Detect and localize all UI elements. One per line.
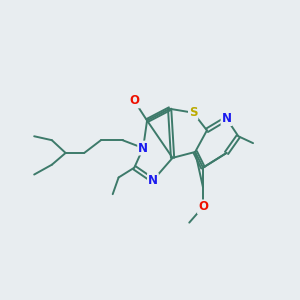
Text: O: O (129, 94, 139, 107)
Text: S: S (189, 106, 197, 119)
Text: O: O (198, 200, 208, 213)
Text: N: N (148, 174, 158, 187)
Text: N: N (138, 142, 148, 154)
Text: N: N (222, 112, 232, 125)
